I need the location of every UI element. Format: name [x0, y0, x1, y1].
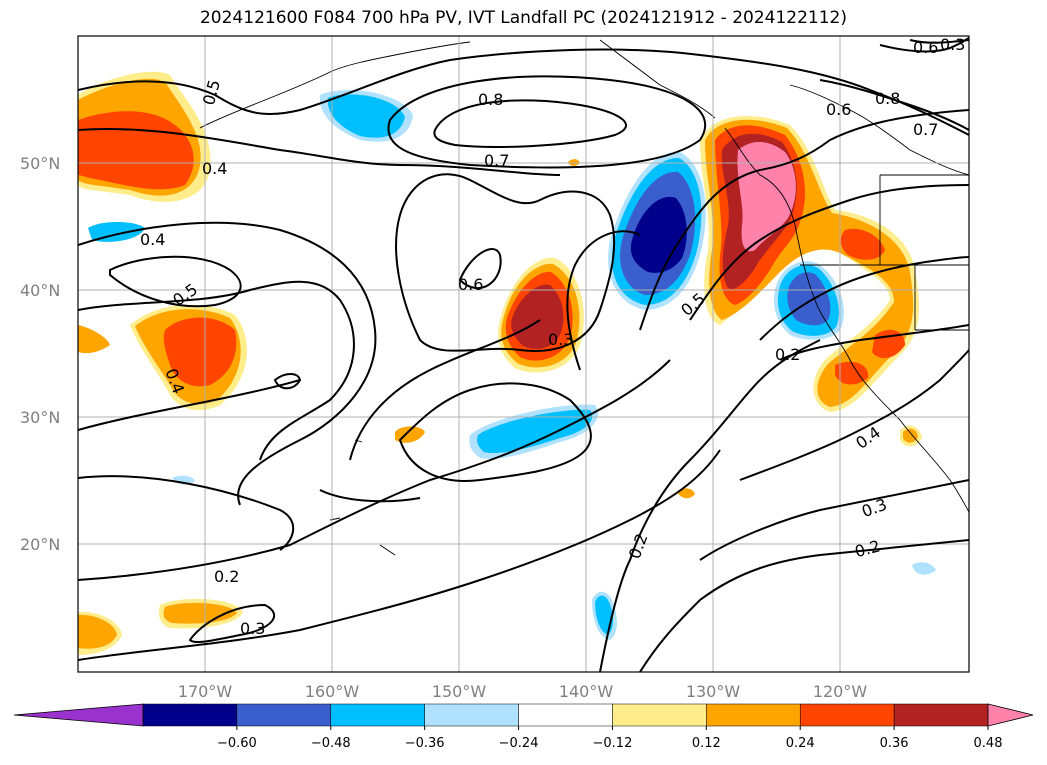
lat-label: 30°N: [20, 408, 60, 427]
colorbar-tick-label: −0.24: [499, 736, 539, 751]
colorbar-cell: [518, 703, 613, 727]
pv-contours: [78, 37, 969, 672]
contour-label: 0.3: [240, 619, 265, 638]
contour-label: 0.7: [484, 151, 509, 170]
lon-label: 160°W: [305, 682, 360, 701]
positive-anomaly-region: [737, 141, 796, 252]
positive-anomaly-region: [903, 428, 918, 443]
contour-label: 0.5: [677, 289, 709, 320]
positive-anomaly-region: [78, 614, 117, 649]
contour-label: 0.6: [826, 100, 851, 119]
coastline-layer: [199, 39, 969, 556]
colorbar-tick-label: −0.60: [217, 736, 257, 751]
contour-label: 0.3: [940, 35, 965, 54]
map-title: 2024121600 F084 700 hPa PV, IVT Landfall…: [199, 8, 847, 28]
colorbar-tick-label: −0.48: [311, 736, 351, 751]
negative-anomaly-region: [630, 196, 687, 273]
contour-label: 0.4: [140, 230, 165, 249]
contour-label: 0.2: [775, 345, 800, 364]
positive-anomaly-region: [840, 228, 885, 260]
colorbar-cell: [236, 703, 332, 727]
colorbar-tick-label: 0.36: [880, 736, 909, 751]
colorbar: −0.60 −0.48 −0.36 −0.24 −0.12 0.12 0.24 0.36 0.4…: [13, 703, 1034, 751]
lon-label: 170°W: [178, 682, 233, 701]
colorbar-cell: [142, 703, 238, 727]
positive-anomaly-region: [511, 284, 564, 349]
contour-label: 0.3: [859, 495, 889, 522]
colorbar-cell: [893, 703, 989, 727]
colorbar-tick-label: 0.48: [974, 736, 1003, 751]
lat-label: 40°N: [20, 281, 60, 300]
contour-label: 0.6: [913, 38, 938, 57]
colorbar-cell: [706, 703, 801, 727]
positive-anomaly-region: [835, 361, 869, 385]
longitude-labels: 170°W 160°W 150°W 140°W 130°W 120°W: [178, 682, 868, 701]
negative-anomaly-region: [912, 562, 936, 575]
colorbar-cell: [424, 703, 519, 727]
lon-label: 120°W: [813, 682, 868, 701]
negative-anomaly-region: [787, 272, 831, 326]
colorbar-cell: [330, 703, 425, 727]
contour-label: 0.4: [852, 423, 884, 453]
colorbar-tick-label: 0.24: [786, 736, 815, 751]
colorbar-min-extend: [13, 703, 144, 727]
contour-label: 0.3: [548, 330, 573, 349]
colorbar-cell: [612, 703, 707, 727]
colorbar-tick-label: −0.12: [593, 736, 633, 751]
positive-anomaly-region: [78, 111, 194, 190]
map-frame: [77, 35, 970, 673]
lat-label: 20°N: [20, 535, 60, 554]
contour-label: 0.8: [875, 89, 900, 108]
lon-label: 150°W: [432, 682, 487, 701]
contour-label: 0.2: [853, 536, 883, 561]
positive-anomaly-region: [163, 602, 237, 624]
colorbar-max-extend: [987, 703, 1034, 727]
negative-anomaly-region: [595, 595, 613, 635]
positive-anomaly-region: [163, 317, 237, 387]
colorbar-tick-label: 0.12: [692, 736, 721, 751]
contour-label: 0.8: [478, 90, 503, 109]
latitude-labels: 50°N 40°N 30°N 20°N: [20, 154, 60, 554]
contour-label: 0.5: [199, 78, 224, 108]
lat-label: 50°N: [20, 154, 60, 173]
contour-label: 0.2: [214, 567, 239, 586]
lon-label: 140°W: [559, 682, 614, 701]
negative-anomaly-region: [327, 94, 405, 138]
contour-label: 0.7: [913, 120, 938, 139]
contour-label-layer: 0.8 0.7 0.6 0.5 0.4 0.3 0.2 0.8 0.6 0.7 …: [140, 35, 965, 638]
positive-anomaly-region: [78, 325, 110, 354]
graticule: [78, 36, 969, 672]
colorbar-tick-label: −0.36: [405, 736, 445, 751]
lon-label: 130°W: [686, 682, 741, 701]
contour-label: 0.4: [202, 159, 227, 178]
contour-label: 0.2: [625, 531, 652, 561]
contour-label: 0.6: [458, 275, 483, 294]
colorbar-cell: [799, 703, 895, 727]
negative-anomaly-region: [477, 409, 593, 454]
positive-anomaly-region: [677, 488, 695, 499]
